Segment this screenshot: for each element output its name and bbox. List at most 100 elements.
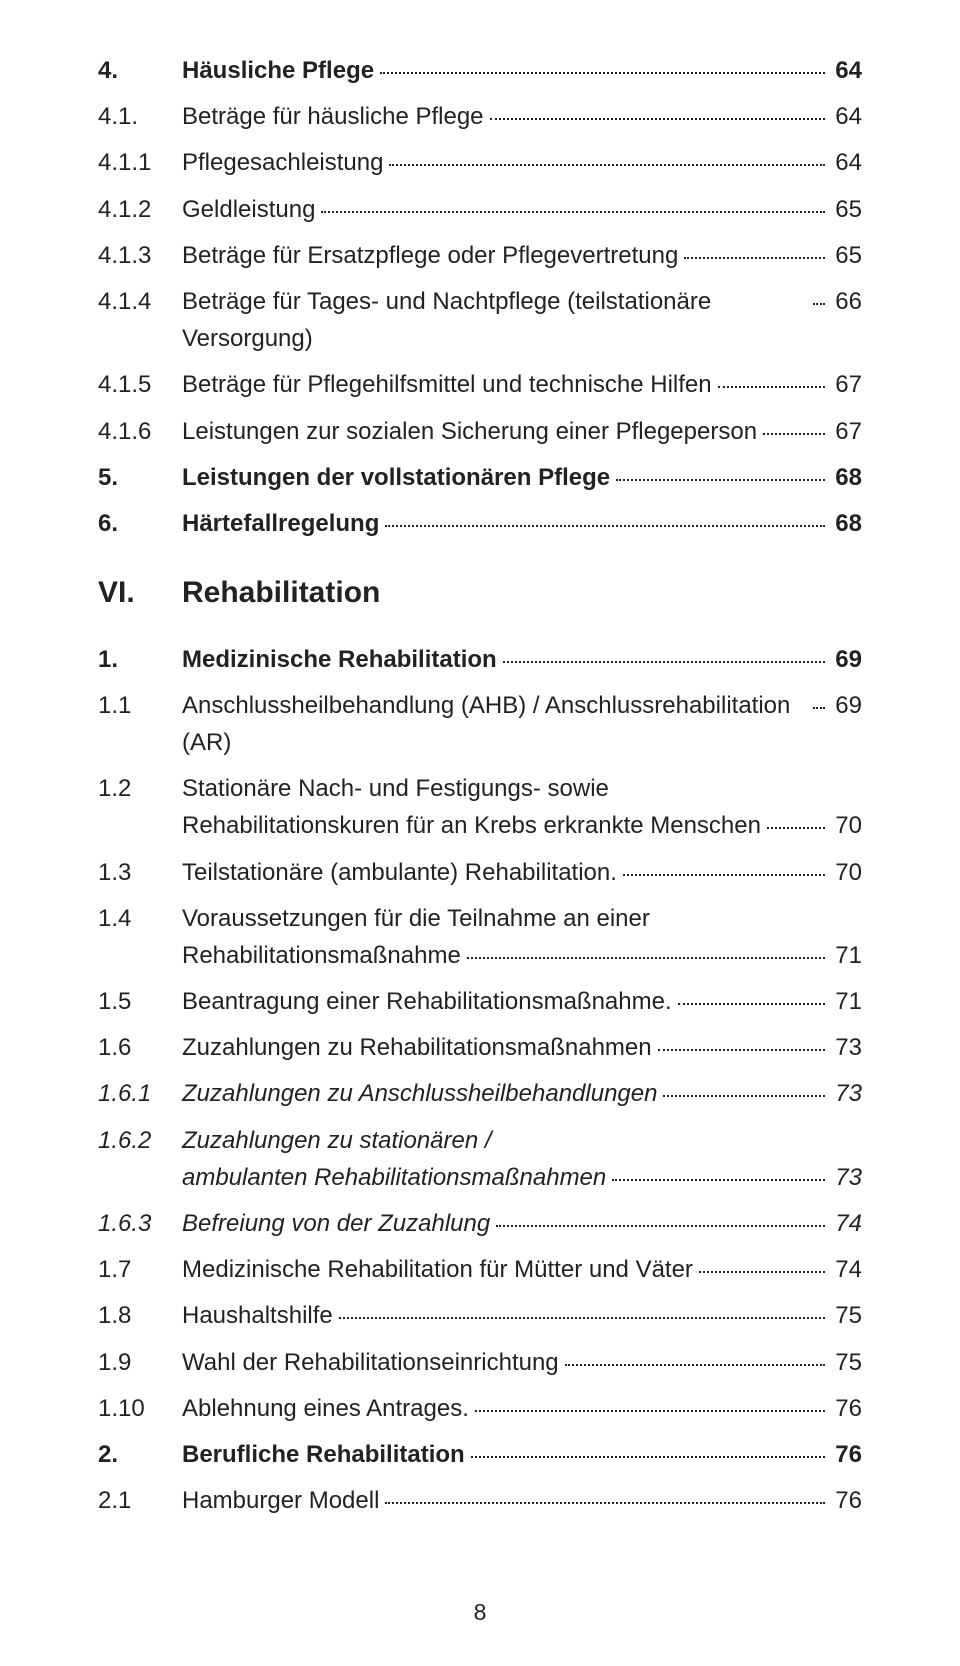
entry-page: 69 — [831, 687, 862, 724]
entry-label: Härtefallregelung — [182, 505, 379, 542]
leader-dots — [612, 1178, 825, 1181]
entry-number: 1.6.3 — [98, 1205, 182, 1242]
entry-page: 71 — [831, 937, 862, 974]
entry-number: 4. — [98, 52, 182, 89]
entry-number: 4.1.2 — [98, 191, 182, 228]
toc-entry: 1.6.2Zuzahlungen zu stationären /ambulan… — [98, 1122, 862, 1196]
entry-label: Rehabilitationsmaßnahme — [182, 937, 461, 974]
toc-entry: 4.1.3Beträge für Ersatzpflege oder Pfleg… — [98, 237, 862, 274]
toc-entry: 1.6Zuzahlungen zu Rehabilitationsmaßnahm… — [98, 1029, 862, 1066]
toc-entry: 5.Leistungen der vollstationären Pflege6… — [98, 459, 862, 496]
entry-label: Zuzahlungen zu Anschlussheilbehandlungen — [182, 1075, 657, 1112]
entry-number: 1.4 — [98, 900, 182, 937]
entry-number: 4.1.4 — [98, 283, 182, 320]
entry-number: 4.1. — [98, 98, 182, 135]
leader-dots — [565, 1363, 826, 1366]
leader-dots — [763, 432, 825, 435]
toc-entry: 2.1Hamburger Modell76 — [98, 1482, 862, 1519]
entry-label: Leistungen der vollstationären Pflege — [182, 459, 610, 496]
entry-number: 4.1.3 — [98, 237, 182, 274]
toc-entry: 1.9Wahl der Rehabilitationseinrichtung75 — [98, 1344, 862, 1381]
page-number: 8 — [98, 1599, 862, 1626]
entry-label: Haushaltshilfe — [182, 1297, 333, 1334]
entry-label: Zuzahlungen zu Rehabilitationsmaßnahmen — [182, 1029, 652, 1066]
leader-dots — [339, 1316, 826, 1319]
entry-number: 2. — [98, 1436, 182, 1473]
entry-number: 1.1 — [98, 687, 182, 724]
leader-dots — [475, 1409, 825, 1412]
entry-label: Ablehnung eines Antrages. — [182, 1390, 469, 1427]
toc-entry: 2.Berufliche Rehabilitation 76 — [98, 1436, 862, 1473]
toc-entry: 4.1.1Pflegesachleistung64 — [98, 144, 862, 181]
leader-dots — [658, 1048, 826, 1051]
entry-page: 64 — [831, 98, 862, 135]
leader-dots — [623, 873, 825, 876]
entry-number: 1.6.2 — [98, 1122, 182, 1159]
entry-page: 73 — [831, 1029, 862, 1066]
section-number: VI. — [98, 570, 182, 617]
toc-entry: 1.6.1Zuzahlungen zu Anschlussheilbehandl… — [98, 1075, 862, 1112]
leader-dots — [813, 706, 825, 709]
entry-page: 64 — [831, 144, 862, 181]
section-title: Rehabilitation — [182, 570, 380, 617]
leader-dots — [490, 117, 826, 120]
leader-dots — [616, 478, 825, 481]
entry-page: 65 — [831, 191, 862, 228]
toc-entry: 1.7Medizinische Rehabilitation für Mütte… — [98, 1251, 862, 1288]
entry-page: 71 — [831, 983, 862, 1020]
entry-number: 1.10 — [98, 1390, 182, 1427]
toc-entry: 4.1.Beträge für häusliche Pflege 64 — [98, 98, 862, 135]
entry-label: Berufliche Rehabilitation — [182, 1436, 465, 1473]
toc-entry: 1.6.3Befreiung von der Zuzahlung74 — [98, 1205, 862, 1242]
entry-page: 64 — [831, 52, 862, 89]
entry-label: ambulanten Rehabilitationsmaßnahmen — [182, 1159, 606, 1196]
entry-label: Beantragung einer Rehabilitationsmaßnahm… — [182, 983, 672, 1020]
entry-number: 6. — [98, 505, 182, 542]
entry-label: Beträge für häusliche Pflege — [182, 98, 484, 135]
leader-dots — [467, 956, 825, 959]
entry-label: Häusliche Pflege — [182, 52, 374, 89]
entry-number: 1.6 — [98, 1029, 182, 1066]
leader-dots — [321, 210, 825, 213]
leader-dots — [663, 1094, 825, 1097]
toc-entry: 4.1.4Beträge für Tages- und Nachtpflege … — [98, 283, 862, 357]
entry-page: 70 — [831, 807, 862, 844]
toc-entry: 1.8Haushaltshilfe 75 — [98, 1297, 862, 1334]
table-of-contents: 4.Häusliche Pflege644.1.Beträge für häus… — [98, 52, 862, 1519]
toc-entry: 1.5Beantragung einer Rehabilitationsmaßn… — [98, 983, 862, 1020]
leader-dots — [496, 1224, 825, 1227]
leader-dots — [385, 524, 825, 527]
entry-label: Pflegesachleistung — [182, 144, 383, 181]
section-heading: VI.Rehabilitation — [98, 570, 862, 617]
entry-number: 1.8 — [98, 1297, 182, 1334]
entry-page: 66 — [831, 283, 862, 320]
entry-page: 75 — [831, 1297, 862, 1334]
entry-page: 76 — [831, 1436, 862, 1473]
leader-dots — [767, 826, 825, 829]
entry-label: Beträge für Ersatzpflege oder Pflegevert… — [182, 237, 678, 274]
entry-label: Beträge für Tages- und Nachtpflege (teil… — [182, 283, 807, 357]
entry-number: 1.5 — [98, 983, 182, 1020]
toc-entry: 1.4Voraussetzungen für die Teilnahme an … — [98, 900, 862, 974]
entry-page: 76 — [831, 1482, 862, 1519]
entry-page: 73 — [831, 1075, 862, 1112]
entry-page: 67 — [831, 413, 862, 450]
leader-dots — [389, 163, 825, 166]
toc-entry: 6.Härtefallregelung68 — [98, 505, 862, 542]
entry-page: 68 — [831, 459, 862, 496]
toc-entry: 1.3Teilstationäre (ambulante) Rehabilita… — [98, 854, 862, 891]
entry-label: Teilstationäre (ambulante) Rehabilitatio… — [182, 854, 617, 891]
entry-page: 74 — [831, 1205, 862, 1242]
entry-label: Zuzahlungen zu stationären / — [182, 1122, 862, 1159]
entry-number: 1. — [98, 641, 182, 678]
entry-label: Hamburger Modell — [182, 1482, 379, 1519]
leader-dots — [718, 385, 826, 388]
entry-number: 1.9 — [98, 1344, 182, 1381]
entry-label: Anschlussheilbehandlung (AHB) / Anschlus… — [182, 687, 807, 761]
entry-number: 1.2 — [98, 770, 182, 807]
entry-number: 4.1.5 — [98, 366, 182, 403]
entry-label: Geldleistung — [182, 191, 315, 228]
toc-entry: 1.1Anschlussheilbehandlung (AHB) / Ansch… — [98, 687, 862, 761]
entry-number: 4.1.6 — [98, 413, 182, 450]
entry-page: 76 — [831, 1390, 862, 1427]
